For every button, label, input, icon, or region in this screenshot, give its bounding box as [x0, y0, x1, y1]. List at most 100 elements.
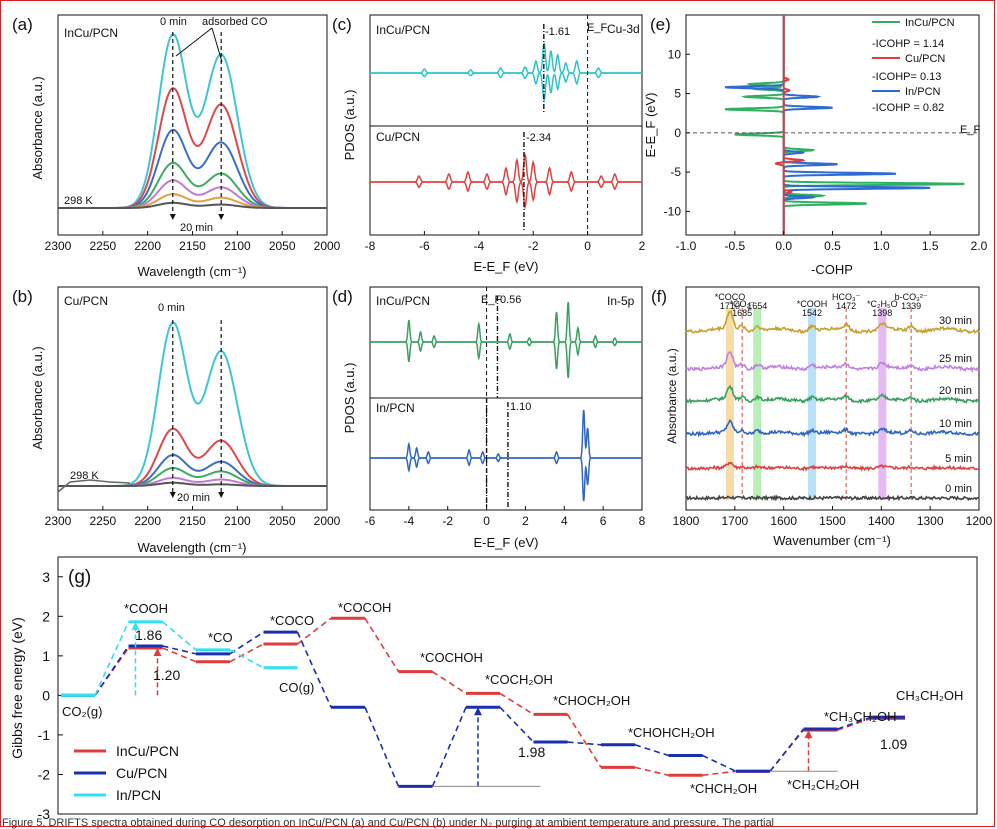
x-tick-label: -0.5 — [724, 239, 745, 253]
x-tick-label: 1500 — [819, 514, 846, 528]
g-barrier-198: 1.98 — [518, 744, 545, 760]
panel-f-ylabel: Absorbance (a.u.) — [665, 348, 679, 443]
energy-connector — [229, 643, 264, 663]
x-tick-label: 2150 — [179, 239, 206, 253]
energy-connector — [702, 770, 737, 777]
g-barrier-186: 1.86 — [135, 627, 162, 643]
panel-b-xlabel: Wavelength (cm⁻¹) — [138, 540, 247, 555]
energy-connector — [161, 621, 197, 651]
panel-e-fermi: E_F — [960, 124, 980, 136]
g-label-co2: CO₂(g) — [62, 704, 102, 719]
curve-0-min — [58, 321, 327, 487]
x-tick-label: 0 — [584, 239, 591, 253]
x-tick-label: 2100 — [224, 514, 251, 528]
energy-connector — [837, 717, 872, 731]
energy-connector — [94, 647, 130, 696]
g-label-chochoh: *CHOCH₂OH — [553, 693, 630, 708]
energy-connector — [499, 706, 535, 743]
panel-d-center1: 0.56 — [500, 294, 521, 306]
energy-connector — [162, 645, 197, 655]
spectrum-20-min — [686, 384, 980, 405]
panel-g-frame — [57, 556, 978, 815]
g-label-coco: *COCO — [270, 613, 314, 628]
y-tick-label: -2 — [38, 766, 51, 782]
x-tick-label: 2200 — [134, 514, 161, 528]
panel-d-orbital: In-5p — [607, 294, 635, 308]
pdos-up-1 — [370, 153, 642, 183]
panel-c-trace1-name: InCu/PCN — [376, 23, 430, 37]
x-tick-label: 2000 — [314, 239, 341, 253]
energy-connector — [634, 766, 669, 777]
panel-a-temp: 298 K — [64, 195, 93, 207]
panel-d-trace2-name: In/PCN — [376, 401, 415, 415]
panel-a: (a) InCu/PCN Absorbance (a.u.) Wavelengt… — [12, 14, 341, 279]
legend-g-in-name: In/PCN — [116, 787, 161, 803]
arrow-icon — [153, 647, 162, 656]
panel-d-ylabel: PDOS (a.u.) — [342, 363, 357, 434]
panel-b-top-annot: 0 min — [158, 302, 185, 314]
arrow-icon — [218, 492, 225, 498]
panel-d: (d) In-5p InCu/PCN In/PCN E_F 0.56 1.10 … — [332, 286, 646, 550]
panel-c-orbital: Cu-3d — [607, 22, 640, 36]
panel-a-xlabel: Wavelength (cm⁻¹) — [138, 264, 247, 279]
arrow-icon — [131, 621, 140, 630]
series-label: 10 min — [939, 418, 972, 430]
legend-cu-icohp: -ICOHP= 0.13 — [872, 71, 941, 83]
panel-g-ticks: -3 -2 -1 0 1 2 3 — [38, 569, 63, 822]
x-tick-label: 1.5 — [922, 239, 939, 253]
x-tick-label: 0 — [483, 514, 490, 528]
panel-e-ylabel: E-E_F (eV) — [643, 92, 658, 157]
legend-in-name: In/PCN — [905, 86, 941, 98]
series-label: 20 min — [939, 385, 972, 397]
band-wavenumber-label: 1685 — [732, 308, 752, 318]
band-wavenumber-label: 1339 — [901, 301, 921, 311]
spectrum-25-min — [685, 350, 980, 374]
series-label: 5 min — [945, 453, 972, 465]
legend-g-incu-name: InCu/PCN — [116, 743, 179, 759]
panel-g-label: (g) — [68, 567, 91, 588]
g-barrier-109: 1.09 — [880, 736, 907, 752]
legend-g-cu-name: Cu/PCN — [116, 765, 167, 781]
arrow-icon — [218, 214, 225, 220]
panel-c-frame — [369, 14, 643, 236]
x-tick-label: 2300 — [45, 514, 72, 528]
curve-20-min — [58, 481, 327, 487]
pdos-up-0 — [370, 42, 642, 74]
band-wavenumber-label: 1398 — [872, 308, 892, 318]
energy-connector — [499, 692, 534, 716]
x-tick-label: 2050 — [269, 514, 296, 528]
panel-d-curves — [370, 287, 642, 510]
x-tick-label: 1200 — [966, 514, 993, 528]
band-species-label: b-CO₃²⁻ — [895, 292, 928, 302]
y-tick-label: 0 — [42, 687, 50, 703]
g-barrier-120: 1.20 — [153, 667, 180, 683]
g-label-cog: CO(g) — [279, 680, 314, 695]
band-highlight — [753, 308, 762, 500]
panel-e-label: (e) — [650, 15, 671, 34]
energy-connector — [296, 631, 332, 708]
pointer-line — [175, 27, 213, 57]
panel-a-label: (a) — [12, 15, 33, 34]
panel-a-top-annot: 0 min — [160, 16, 187, 28]
panel-f-curves: 0 min 5 min 10 min 20 min 25 min 30 min — [685, 310, 980, 502]
spectrum-10-min — [685, 418, 980, 438]
x-tick-label: 8 — [639, 514, 646, 528]
panel-c-trace2-name: Cu/PCN — [376, 130, 420, 144]
panel-g-curves — [61, 616, 905, 788]
panel-f-label: (f) — [651, 287, 667, 306]
energy-connector — [837, 716, 872, 730]
band-highlight — [725, 308, 734, 500]
y-tick-label: -10 — [664, 204, 682, 218]
panel-d-trace1-name: InCu/PCN — [376, 294, 430, 308]
y-tick-label: 10 — [668, 47, 682, 61]
panel-a-bottom-annot: 20 min — [180, 222, 213, 234]
panel-b-ylabel: Absorbance (a.u.) — [30, 346, 45, 449]
x-tick-label: 0.5 — [824, 239, 841, 253]
y-tick-label: -5 — [670, 165, 681, 179]
x-tick-label: 2200 — [134, 239, 161, 253]
g-label-cochoh: *COCHOH — [420, 650, 483, 665]
panel-g-ylabel: Gibbs free energy (eV) — [9, 617, 25, 759]
energy-connector — [567, 741, 602, 746]
g-label-chohch2oh: *CHOHCH₂OH — [628, 725, 715, 740]
band-wavenumber-label: 1472 — [836, 301, 856, 311]
